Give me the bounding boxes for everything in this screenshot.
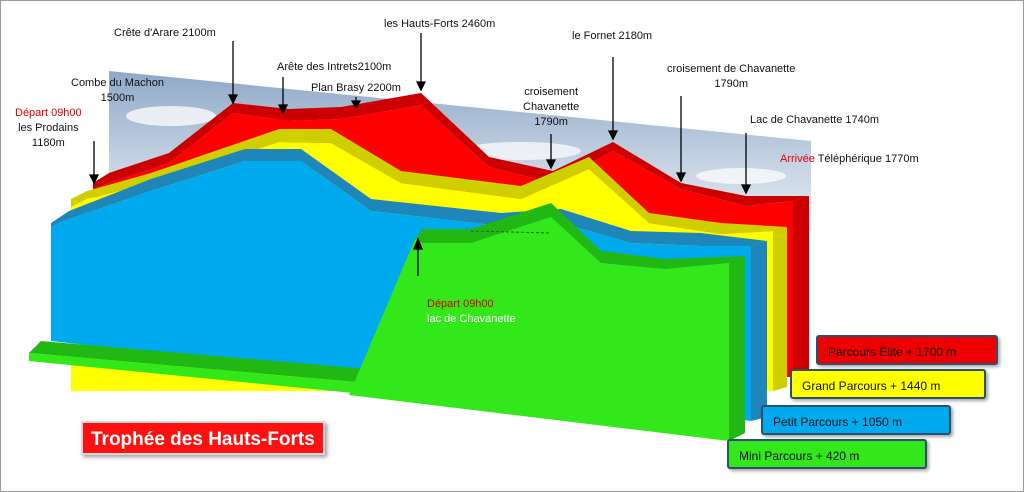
grand-top	[71, 129, 787, 234]
series-mini	[29, 203, 745, 441]
label-croisement-chavanette-2: croisement de Chavanette 1790m	[667, 62, 795, 92]
elite-top	[93, 93, 809, 206]
mini-side	[729, 256, 745, 441]
arrow-prodains-head	[88, 174, 100, 185]
label-lac-chavanette: Lac de Chavanette 1740m	[750, 114, 880, 126]
arrow-croisement2-head	[675, 172, 687, 183]
arrow-intrets-head	[277, 104, 289, 115]
mini-front	[349, 217, 729, 441]
legend-petit: Petit Parcours + 1050 m	[761, 405, 951, 435]
label-depart-lac-name: lac de Chavanette	[427, 313, 516, 325]
label-depart-lac-time: Départ 09h00	[427, 298, 494, 310]
arrow-depart-lac-head	[413, 237, 423, 250]
cloud	[696, 168, 786, 184]
label-combe-machon-alt: 1500m	[100, 92, 135, 104]
arrow-arare-head	[227, 94, 239, 105]
arrow-hautsforts-head	[415, 81, 427, 92]
label-croisement-2-alt: 1790m	[714, 78, 749, 90]
label-arrivee-prefix: Arrivée	[780, 153, 815, 165]
legend-mini: Mini Parcours + 420 m	[727, 439, 927, 469]
label-depart-lac: Départ 09h00 lac de Chavanette	[427, 297, 516, 327]
label-croisement-1-line2: Chavanette	[523, 101, 580, 113]
mini-dashed-link	[470, 230, 552, 234]
label-arrivee: Arrivée Téléphérique 1770m	[780, 152, 919, 167]
arrow-lac-head	[740, 184, 752, 195]
legend-grand: Grand Parcours + 1440 m	[790, 369, 986, 399]
mini-base-front	[29, 353, 356, 393]
petit-top	[51, 149, 767, 246]
mini-base-top	[29, 341, 367, 382]
arrow-croisement1-head	[545, 159, 557, 170]
label-depart-prodains: Départ 09h00 les Prodains 1180m	[15, 106, 82, 151]
label-croisement-2-name: croisement de Chavanette	[667, 63, 796, 75]
label-arrivee-text: Téléphérique 1770m	[814, 153, 919, 165]
grand-side	[773, 227, 787, 391]
elite-side	[793, 196, 809, 377]
label-croisement-1-line1: croisement	[524, 86, 579, 98]
arrow-fornet-head	[607, 130, 619, 141]
label-crete-arare: Crête d'Arare 2100m	[114, 27, 216, 39]
label-fornet: le Fornet 2180m	[572, 30, 653, 42]
mini-top	[415, 203, 745, 269]
label-hauts-forts: les Hauts-Forts 2460m	[384, 18, 496, 30]
legend-elite: Parcours Élite + 1700 m	[816, 335, 998, 365]
cloud	[126, 106, 216, 126]
label-prodains-alt: 1180m	[31, 137, 65, 149]
label-arete-intrets: Arête des Intrets2100m	[277, 61, 392, 73]
annotation-arrows	[88, 33, 752, 276]
label-depart-time: Départ 09h00	[15, 107, 82, 119]
petit-side	[751, 241, 767, 421]
label-plan-brasy: Plan Brasy 2200m	[311, 82, 401, 94]
arrow-brasy-head	[350, 100, 362, 110]
label-combe-machon-name: Combe du Machon	[71, 77, 164, 89]
label-croisement-chavanette-1: croisement Chavanette 1790m	[523, 85, 579, 130]
label-croisement-1-alt: 1790m	[534, 116, 568, 128]
label-combe-machon: Combe du Machon 1500m	[71, 76, 164, 106]
chart-title: Trophée des Hauts-Forts	[81, 421, 325, 455]
label-prodains-name: les Prodains	[18, 122, 79, 134]
